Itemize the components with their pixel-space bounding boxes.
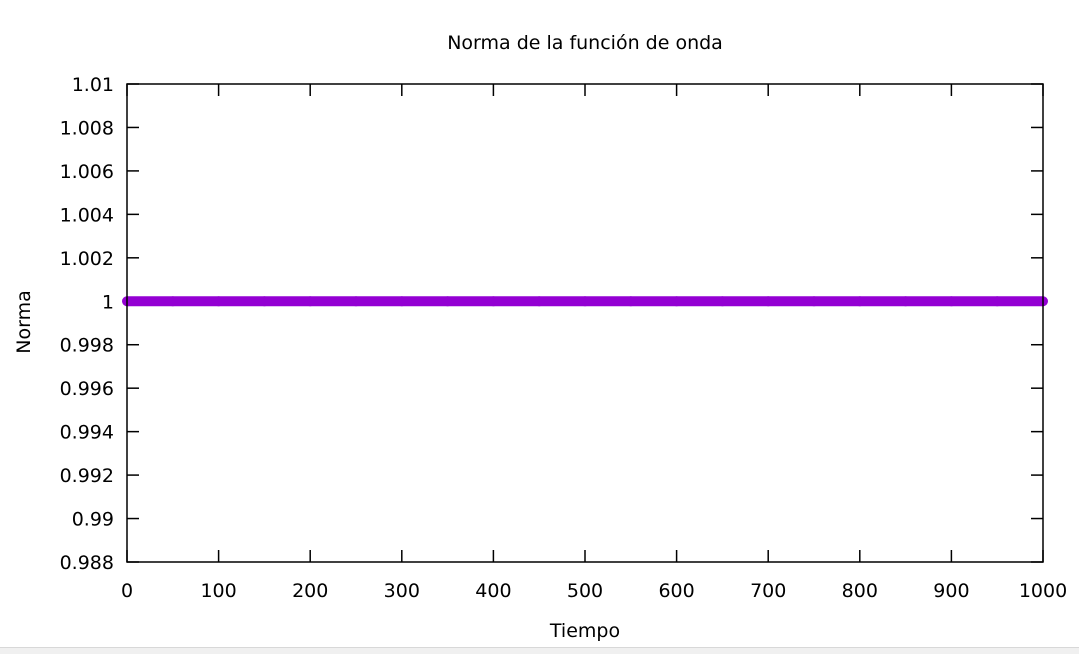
data-point: [992, 296, 1003, 307]
x-tick-label: 600: [658, 580, 694, 602]
tick-marks: [126, 83, 1044, 563]
x-tick-label: 800: [842, 580, 878, 602]
chart-title: Norma de la función de onda: [447, 32, 723, 54]
data-point: [213, 296, 224, 307]
x-tick-label: 300: [384, 580, 420, 602]
y-tick-label: 1.01: [72, 74, 114, 96]
y-tick-label: 1.008: [60, 117, 114, 139]
y-tick-label: 0.996: [60, 378, 114, 400]
y-tick-label: 0.994: [60, 422, 114, 444]
x-tick-labels: 0 100 200 300 400 500 600 700 800 900 1000: [121, 580, 1067, 602]
data-point: [442, 296, 453, 307]
data-point: [488, 296, 499, 307]
y-tick-label: 1.004: [60, 204, 114, 226]
x-tick-label: 500: [567, 580, 603, 602]
x-tick-label: 700: [750, 580, 786, 602]
y-tick-label: 0.988: [60, 552, 114, 574]
x-tick-label: 200: [292, 580, 328, 602]
x-tick-label: 900: [933, 580, 969, 602]
data-point: [900, 296, 911, 307]
y-tick-label: 0.998: [60, 335, 114, 357]
x-axis-label: Tiempo: [549, 620, 620, 642]
data-point: [946, 296, 957, 307]
data-point: [580, 296, 590, 307]
data-point: [534, 296, 545, 307]
y-tick-label: 0.99: [72, 509, 114, 531]
y-axis-label: Norma: [13, 290, 35, 353]
data-point: [671, 296, 682, 307]
data-point: [763, 296, 774, 307]
y-tick-label: 1: [102, 291, 114, 313]
data-point: [396, 296, 407, 307]
data-point: [809, 296, 819, 307]
y-tick-labels: 0.988 0.99 0.992 0.994 0.996 0.998 1 1.002 1.004…: [60, 74, 114, 574]
y-tick-label: 1.002: [60, 248, 114, 270]
data-point: [167, 296, 178, 307]
x-tick-label: 100: [200, 580, 236, 602]
data-point: [625, 296, 636, 307]
window-bottom-edge: [0, 647, 1079, 654]
plot-frame: [126, 83, 1044, 563]
y-tick-label: 1.006: [60, 161, 114, 183]
x-tick-label: 400: [475, 580, 511, 602]
data-point: [717, 296, 728, 307]
data-point: [259, 296, 270, 307]
y-tick-label: 0.992: [60, 465, 114, 487]
data-point: [305, 296, 316, 307]
series-layer: [122, 296, 1048, 307]
x-tick-label: 1000: [1019, 580, 1067, 602]
x-tick-label: 0: [121, 580, 133, 602]
data-point: [854, 296, 865, 307]
data-point: [351, 296, 361, 307]
